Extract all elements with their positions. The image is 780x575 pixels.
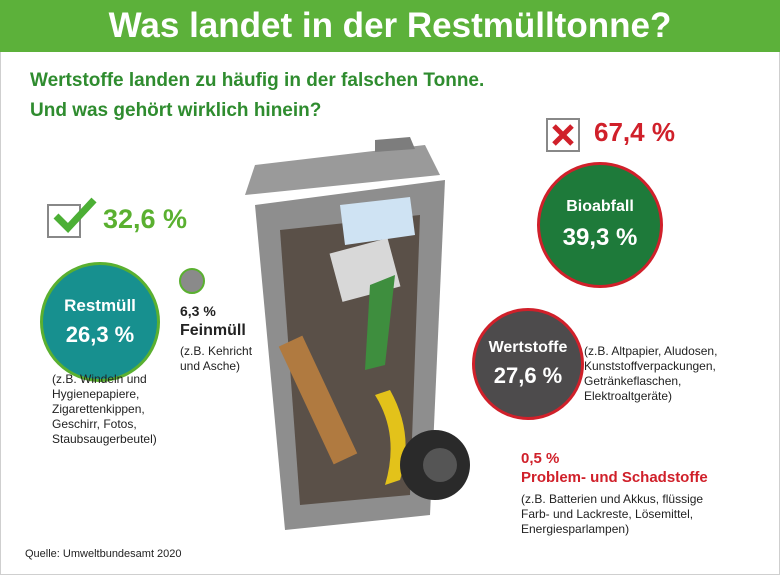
- restmuell-description: (z.B. Windeln und Hygienepapiere, Zigarett…: [52, 372, 157, 446]
- feinmuell-percent: 6,3 %: [180, 303, 216, 319]
- correct-percent: 32,6 %: [103, 204, 188, 234]
- restmuell-percent: 26,3 %: [65, 322, 135, 347]
- wrong-percent: 67,4 %: [594, 117, 675, 147]
- feinmuell-description: (z.B. Kehricht und Asche): [180, 344, 253, 373]
- bioabfall-percent: 39,3 %: [562, 224, 638, 251]
- cross-icon: [552, 124, 574, 146]
- wertstoffe-description: (z.B. Altpapier, Aludosen, Kunststoffverp…: [584, 344, 718, 403]
- wertstoffe-label: Wertstoffe: [488, 339, 568, 356]
- waste-bin-illustration: [245, 137, 470, 530]
- bioabfall-circle: Bioabfall 39,3 %: [537, 162, 663, 288]
- restmuell-label: Restmüll: [64, 296, 136, 315]
- subtitle-line-1: Wertstoffe landen zu häufig in der falsc…: [30, 70, 485, 91]
- wertstoffe-circle: Wertstoffe 27,6 %: [472, 308, 584, 420]
- problemstoffe-description: (z.B. Batterien und Akkus, flüssige Farb-…: [521, 492, 704, 536]
- restmuell-circle: Restmüll 26,3 %: [40, 262, 160, 382]
- problemstoffe-label: Problem- und Schadstoffe: [521, 469, 708, 486]
- source-note: Quelle: Umweltbundesamt 2020: [25, 548, 182, 560]
- bioabfall-label: Bioabfall: [566, 198, 634, 215]
- feinmuell-label: Feinmüll: [180, 322, 246, 339]
- wertstoffe-percent: 27,6 %: [493, 363, 563, 388]
- problemstoffe-percent: 0,5 %: [521, 450, 560, 467]
- checkbox: [47, 204, 81, 238]
- subtitle-line-2: Und was gehört wirklich hinein?: [30, 100, 322, 121]
- page-title: Was landet in der Restmülltonne?: [0, 0, 780, 52]
- checkmark-icon: [53, 197, 97, 234]
- crossbox: [546, 118, 580, 152]
- feinmuell-dot: [179, 268, 205, 294]
